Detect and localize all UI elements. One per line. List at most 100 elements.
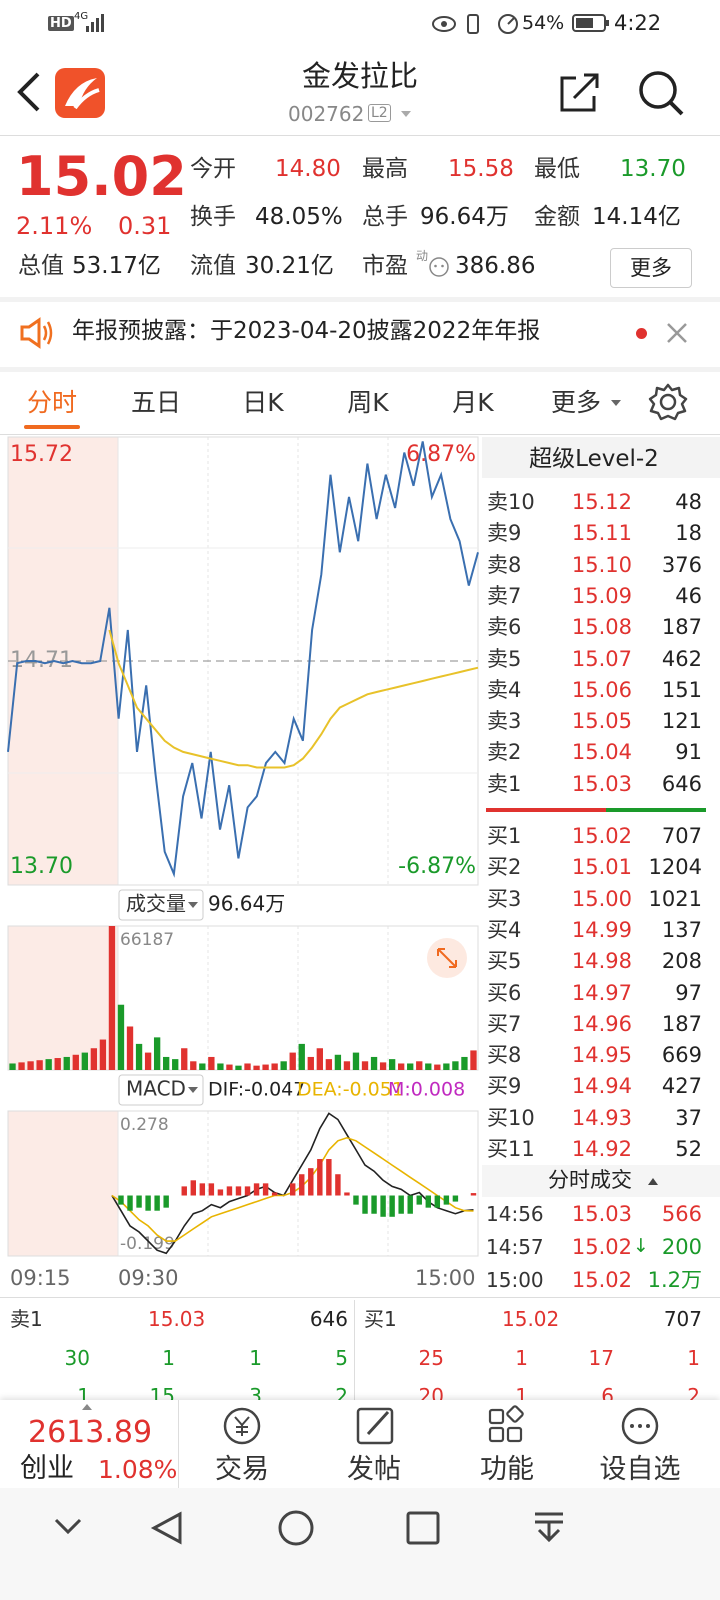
toolbar-item[interactable]: 发帖 — [347, 1454, 401, 1485]
tab[interactable]: 周K — [347, 388, 389, 417]
volume-title-box — [118, 889, 204, 921]
search-button[interactable] — [636, 68, 686, 118]
volume-bar — [244, 1063, 251, 1070]
level1-price: 15.02 — [502, 1307, 560, 1331]
macd-bar — [425, 1195, 431, 1208]
volume-bar — [280, 1061, 287, 1070]
volume-bar — [117, 1004, 125, 1070]
toolbar-item[interactable]: 设自选 — [599, 1454, 681, 1485]
settings-button[interactable] — [648, 382, 688, 422]
volume-bar — [226, 1064, 233, 1070]
book-label: 买7 — [487, 1011, 522, 1036]
field-value: 14.14亿 — [592, 204, 681, 230]
tab[interactable]: 五日 — [130, 388, 181, 417]
field-label: 换手 — [190, 204, 236, 230]
level-badge: L2 — [368, 104, 391, 122]
divider — [0, 135, 720, 136]
trades-title: 分时成交 — [548, 1168, 632, 1192]
stock-name: 金发拉比 — [301, 59, 418, 93]
book-volume: 427 — [661, 1074, 702, 1099]
expand-icon — [437, 948, 457, 968]
toolbar-item[interactable]: 功能 — [480, 1454, 534, 1485]
book-label: 买5 — [487, 949, 522, 974]
volume-bar — [108, 926, 116, 1070]
close-notice[interactable] — [664, 320, 690, 346]
share-button[interactable] — [558, 70, 602, 114]
legend-entry: DIF:-0.047 — [208, 1079, 305, 1101]
price-line — [108, 629, 479, 769]
book-price: 15.06 — [571, 677, 632, 702]
volume-bar — [144, 1052, 152, 1070]
book-label: 买10 — [487, 1105, 535, 1130]
field-value: 15.58 — [448, 156, 514, 182]
more-tab-arrow — [611, 400, 621, 406]
index-expand[interactable] — [82, 1404, 92, 1410]
queue-volume: 30 — [64, 1346, 90, 1370]
book-label: 买8 — [487, 1043, 522, 1068]
queue-volume: 1 — [249, 1346, 262, 1370]
volume-bar — [316, 1048, 323, 1070]
field-value: 14.80 — [275, 156, 341, 182]
volume-bar — [443, 1063, 450, 1070]
code-dropdown[interactable] — [401, 111, 411, 117]
price-line — [7, 441, 479, 878]
volume-bar — [135, 1043, 143, 1070]
queue-volume: 1 — [515, 1346, 528, 1370]
book-price: 15.09 — [571, 583, 632, 608]
change: 0.31 — [118, 212, 172, 240]
macd-bar — [371, 1195, 377, 1214]
navigation-bar — [0, 1488, 720, 1600]
battery-text: 54% — [522, 12, 565, 34]
stock-code: 002762 — [288, 102, 365, 126]
hd-icon: HD — [48, 16, 74, 31]
index-change[interactable]: 1.08% — [98, 1455, 178, 1484]
index-name[interactable]: 创业 — [20, 1453, 74, 1484]
trade-price: 15.02 — [571, 1235, 632, 1259]
book-volume: 52 — [675, 1137, 702, 1161]
book-label: 买11 — [487, 1137, 535, 1161]
x-tick-label: 09:30 — [118, 1266, 179, 1290]
volume-bar — [235, 1065, 242, 1070]
nav-icons — [54, 1510, 563, 1546]
volume-bar — [298, 1043, 305, 1070]
queue-volume: 1 — [162, 1346, 175, 1370]
divider — [0, 434, 720, 435]
macd-bar — [299, 1174, 305, 1196]
tab[interactable]: 更多 — [550, 388, 601, 417]
macd-bar — [208, 1183, 215, 1196]
trade-volume: 1.2万 — [647, 1268, 702, 1292]
level1-label: 买1 — [364, 1307, 397, 1331]
book-label: 卖4 — [487, 677, 522, 702]
volume-bar — [289, 1052, 296, 1070]
index-value[interactable]: 2613.89 — [28, 1415, 153, 1450]
book-volume: 669 — [661, 1043, 702, 1068]
order-book-header — [482, 437, 720, 478]
field-label: 最低 — [534, 156, 580, 182]
x-tick-label: 09:15 — [10, 1266, 71, 1290]
macd-bar — [326, 1159, 332, 1196]
book-volume: 208 — [661, 949, 702, 974]
back-button[interactable] — [14, 70, 44, 114]
book-price: 15.04 — [571, 740, 632, 765]
volume-bar — [262, 1064, 269, 1070]
divider — [0, 1297, 720, 1298]
toolbar-item[interactable]: 交易 — [215, 1454, 269, 1485]
ask-bid-ratio — [606, 808, 706, 812]
macd-bar — [253, 1183, 260, 1196]
volume-bar — [470, 1050, 477, 1070]
divider — [178, 1400, 179, 1488]
pre-market-band — [8, 1111, 118, 1256]
more-button[interactable]: 更多 — [610, 248, 692, 288]
tab[interactable]: 日K — [242, 388, 284, 417]
volume-bar — [379, 1062, 387, 1070]
notice-text[interactable]: 年报预披露：于2023-04-20披露2022年年报 — [72, 318, 541, 344]
trades-toggle[interactable] — [648, 1178, 658, 1185]
level1-price: 15.03 — [148, 1307, 206, 1331]
status-icons — [432, 14, 518, 34]
book-price: 15.00 — [571, 886, 632, 911]
tab[interactable]: 分时 — [26, 388, 77, 417]
volume-bar — [208, 1056, 215, 1070]
app-logo — [55, 68, 105, 118]
tab[interactable]: 月K — [452, 388, 494, 417]
queue-volume: 25 — [418, 1346, 444, 1370]
